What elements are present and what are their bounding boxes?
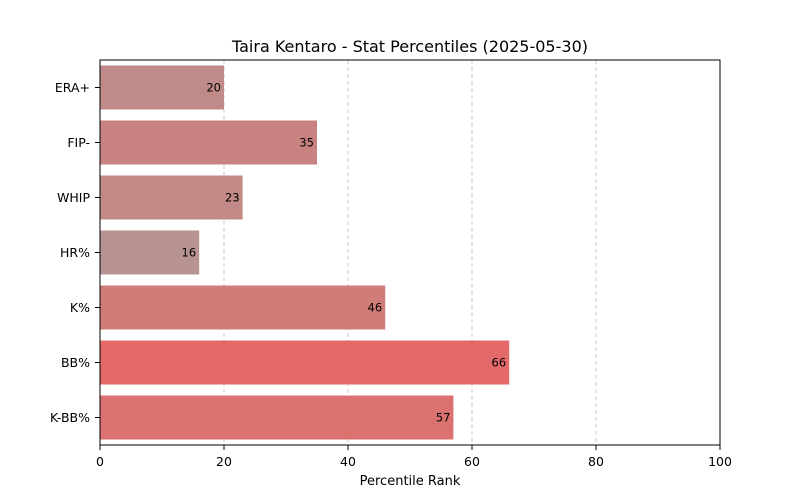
data-label: 57: [436, 411, 451, 425]
y-tick-label: WHIP: [57, 190, 90, 205]
x-tick-label: 20: [216, 454, 232, 469]
bar-era-: [100, 65, 224, 110]
x-axis-label: Percentile Rank: [360, 474, 461, 489]
y-tick-label: K-BB%: [50, 410, 90, 425]
data-label: 46: [368, 301, 383, 315]
data-label: 20: [206, 81, 221, 95]
y-tick-label: K%: [70, 300, 90, 315]
bar-bb-: [100, 340, 510, 385]
bar-fip-: [100, 120, 317, 165]
x-tick-label: 80: [588, 454, 604, 469]
data-label: 23: [225, 191, 240, 205]
chart-title: Taira Kentaro - Stat Percentiles (2025-0…: [231, 37, 588, 56]
bar-whip: [100, 175, 243, 220]
data-label: 16: [182, 246, 197, 260]
data-label: 35: [299, 136, 314, 150]
x-tick-label: 60: [464, 454, 480, 469]
x-ticks: 0 20 40 60 80 100: [96, 445, 732, 469]
grid-lines: [223, 60, 597, 445]
y-tick-label: BB%: [61, 355, 90, 370]
bar-hr-: [100, 230, 200, 275]
y-tick-labels: ERA+ FIP- WHIP HR% K% BB% K-BB%: [50, 80, 100, 425]
x-tick-label: 0: [96, 454, 104, 469]
bars: 20 35 23 16 46 66 57: [100, 65, 510, 440]
data-label: 66: [492, 356, 507, 370]
plot-frame: [99, 59, 721, 446]
y-tick-label: FIP-: [67, 135, 90, 150]
y-tick-label: ERA+: [55, 80, 90, 95]
bar-k-: [100, 285, 386, 330]
bar-k-bb-: [100, 395, 454, 440]
x-tick-label: 100: [708, 454, 732, 469]
x-tick-label: 40: [340, 454, 356, 469]
y-tick-label: HR%: [60, 245, 90, 260]
